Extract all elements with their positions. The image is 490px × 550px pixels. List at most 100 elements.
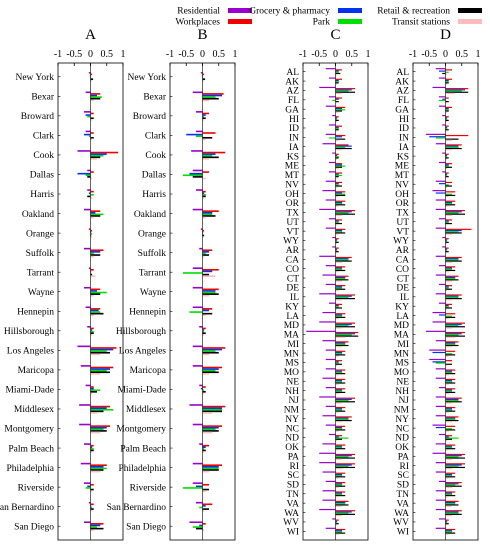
panel-c-row-label-nj: NJ <box>288 396 299 406</box>
panel-b-bar-hennepin-grocery-pharmacy <box>202 309 209 312</box>
panel-a-bar-bexar-retail-recreation <box>90 97 101 100</box>
panel-d-bar-de-grocery-pharmacy <box>445 286 449 288</box>
panel-c-bar-il-grocery-pharmacy <box>335 295 352 297</box>
panel-d-bar-ky-transit-stations <box>445 308 448 310</box>
panel-c-bar-la-workplaces <box>335 313 346 315</box>
panel-c-bar-ok-residential <box>322 443 336 445</box>
panel-c-bar-nm-park <box>335 409 342 411</box>
panel-c-bar-ar-grocery-pharmacy <box>335 248 338 250</box>
panel-c-bar-ga-park <box>335 109 346 111</box>
panel-c-bar-ms-park <box>335 362 339 364</box>
panel-d-bar-ma-workplaces <box>445 331 465 334</box>
panel-d-bar-nj-transit-stations <box>445 402 452 404</box>
panel-a: A -1 -0.5 0 0.5 1 New York Bexar Broward Clark Coo… <box>0 27 126 541</box>
panel-d-bar-wv-retail-recreation <box>445 523 449 525</box>
panel-a-row-label-dallas: Dallas <box>30 171 55 181</box>
panel-c-bar-va-residential <box>322 499 336 501</box>
panel-d-bar-il-park <box>445 296 459 299</box>
panel-b-bar-clark-transit-stations <box>202 138 206 141</box>
panel-d-bar-vt-transit-stations <box>445 233 452 235</box>
panel-c-bar-pa-retail-recreation <box>335 457 355 459</box>
panel-a-bar-los-angeles-workplaces <box>90 347 117 349</box>
panel-a-bar-san-diego-grocery-pharmacy <box>90 524 101 527</box>
panel-d-xtick-label: -1 <box>409 49 417 60</box>
panel-d-bar-ny-grocery-pharmacy <box>445 417 456 419</box>
panel-a-bar-oakland-workplaces <box>90 210 101 212</box>
panel-c-bar-me-residential <box>329 161 336 164</box>
panel-d-bar-md-retail-recreation <box>445 326 465 328</box>
panel-c-bar-ak-retail-recreation <box>335 82 339 84</box>
panel-a-bar-tarrant-retail-recreation <box>90 273 93 276</box>
legend-label-transit-stations: Transit stations <box>392 18 450 28</box>
panel-c-bar-nv-residential <box>325 180 336 182</box>
legend-swatch-residential <box>228 8 252 13</box>
panel-d-bar-me-residential <box>439 161 446 164</box>
panel-a-bar-san-bernardino-retail-recreation <box>90 508 94 510</box>
panel-d-bar-md-grocery-pharmacy <box>445 323 462 325</box>
panel-b-bar-middlesex-transit-stations <box>202 412 213 414</box>
panel-c-bar-ia-residential <box>322 143 336 145</box>
panel-d-row-label-or: OR <box>396 199 410 209</box>
panel-b-bar-wayne-transit-stations <box>202 294 209 297</box>
chart-panels: A -1 -0.5 0 0.5 1 New York Bexar Broward Clark Coo… <box>0 27 481 541</box>
panel-c-row-label-ny: NY <box>285 415 299 425</box>
panel-d-bar-wi-park <box>445 531 452 533</box>
panel-d-bar-co-grocery-pharmacy <box>445 267 452 269</box>
panel-c-row-label-me: ME <box>285 162 299 172</box>
panel-d-bar-mi-park <box>445 343 456 345</box>
panel-c-bar-ct-retail-recreation <box>335 279 349 281</box>
panel-c-bar-nd-transit-stations <box>335 439 338 442</box>
panel-a-bar-wayne-residential <box>84 286 91 289</box>
panel-d-bar-mt-park <box>445 174 448 177</box>
panel-c-bar-ky-retail-recreation <box>335 307 342 309</box>
panel-d-bar-sc-retail-recreation <box>445 476 456 478</box>
panel-d-bar-mn-park <box>445 353 452 355</box>
panel-a-row-label-maricopa: Maricopa <box>18 366 55 376</box>
panel-c-bar-fl-park <box>332 99 336 102</box>
panel-b-bar-new-york-transit-stations <box>202 79 204 82</box>
panel-d-bar-mt-retail-recreation <box>445 176 449 178</box>
panel-d-row-label-de: DE <box>396 284 409 294</box>
panel-d-bar-mo-park <box>445 371 452 374</box>
panel-b-bar-miami-dade-grocery-pharmacy <box>200 387 203 390</box>
panel-a-bar-broward-workplaces <box>90 112 94 115</box>
panel-b-bar-montgomery-transit-stations <box>202 431 213 434</box>
panel-d-bar-ut-park <box>445 221 449 223</box>
panel-c-bar-nd-retail-recreation <box>335 438 342 440</box>
panel-d-bar-ne-transit-stations <box>445 383 449 385</box>
panel-d-xtick-label: -0.5 <box>421 49 437 60</box>
panel-c-bar-me-workplaces <box>335 163 342 165</box>
panel-d-bar-wa-residential <box>435 508 446 511</box>
panel-a-row-label-middlesex: Middlesex <box>14 405 54 415</box>
panel-a-bar-wayne-retail-recreation <box>90 293 101 295</box>
panel-d-bar-ca-retail-recreation <box>445 260 462 262</box>
panel-a-bar-montgomery-transit-stations <box>90 431 101 434</box>
panel-c-bar-ks-grocery-pharmacy <box>335 154 338 157</box>
panel-c-bar-nm-grocery-pharmacy <box>335 408 342 410</box>
panel-c-bar-nj-park <box>335 399 349 402</box>
panel-c-bar-mt-transit-stations <box>335 177 338 179</box>
panel-d-bar-mo-workplaces <box>445 369 456 371</box>
panel-a-row-label-clark: Clark <box>33 132 54 142</box>
panel-d-bar-in-park <box>435 137 446 139</box>
panel-c-bar-ct-transit-stations <box>335 280 342 282</box>
panel-a-row-label-miami-dade: Miami-Dade <box>5 386 54 396</box>
panel-d-bar-ny-retail-recreation <box>445 419 459 422</box>
panel-d-bar-ny-residential <box>435 415 446 417</box>
panel-d-bar-mn-grocery-pharmacy <box>432 351 446 354</box>
panel-a-bar-cook-workplaces <box>90 151 119 154</box>
panel-d-bar-ut-residential <box>439 218 446 220</box>
panel-d-bar-al-workplaces <box>445 69 452 71</box>
panel-d-bar-la-transit-stations <box>445 317 449 320</box>
panel-c-xtick-label: 0.5 <box>346 49 359 60</box>
panel-c-bar-hi-park <box>335 118 338 120</box>
panel-c-bar-nh-transit-stations <box>335 393 339 395</box>
panel-d-bar-nd-workplaces <box>445 435 452 437</box>
panel-c-bar-oh-retail-recreation <box>335 194 346 197</box>
panel-d-bar-vt-retail-recreation <box>445 232 462 234</box>
panel-a-bar-los-angeles-retail-recreation <box>90 351 110 354</box>
panel-c-bar-ct-park <box>335 278 346 280</box>
panel-b-bar-san-diego-grocery-pharmacy <box>199 524 203 527</box>
panel-c-bar-co-park <box>335 268 342 270</box>
panel-d: D -1 -0.5 0 0.5 1 ALAKAZFLGAHIIDINIAKSMEMTNVOH… <box>393 27 481 541</box>
